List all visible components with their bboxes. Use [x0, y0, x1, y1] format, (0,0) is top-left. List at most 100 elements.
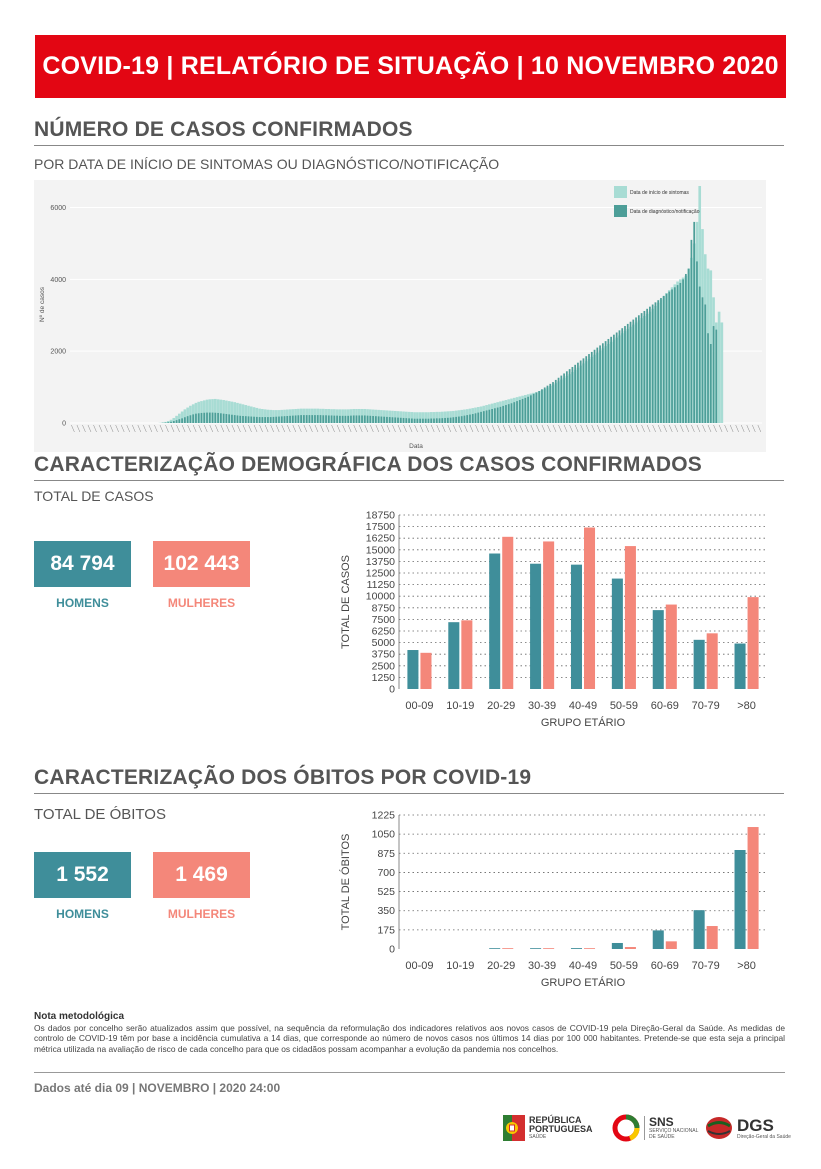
- bar-diagnosis: [471, 414, 474, 423]
- x-tick-mark: [375, 424, 380, 433]
- bar-diagnosis: [416, 418, 419, 423]
- republica-line1: REPÚBLICA: [529, 1115, 582, 1125]
- bar-diagnosis: [640, 313, 643, 423]
- x-tick-label: 10-19: [446, 960, 474, 972]
- y-tick-label: 0: [389, 944, 395, 956]
- report-title: COVID-19 | RELATÓRIO DE SITUAÇÃO | 10 NO…: [42, 52, 779, 80]
- bar-diagnosis: [549, 383, 552, 423]
- bar-diagnosis: [269, 417, 272, 423]
- x-tick-mark: [248, 424, 252, 433]
- bar-diagnosis: [397, 417, 399, 423]
- bar-symptom-onset: [236, 402, 239, 423]
- legend-label: Data de diagnóstico/notificação: [630, 209, 700, 215]
- bar-diagnosis: [388, 417, 391, 423]
- bar-diagnosis: [621, 328, 624, 423]
- x-tick-mark: [563, 424, 568, 433]
- x-tick-mark: [619, 424, 623, 433]
- bar-diagnosis: [352, 415, 355, 423]
- bar-symptom-onset: [404, 411, 408, 423]
- x-tick-label: 30-39: [528, 960, 556, 972]
- bar-diagnosis: [350, 415, 352, 423]
- bar-diagnosis: [214, 412, 217, 423]
- x-tick-mark: [613, 424, 618, 433]
- bar-men: [693, 639, 705, 689]
- bar-diagnosis: [236, 415, 239, 423]
- bar-diagnosis: [513, 402, 516, 423]
- bar-symptom-onset: [238, 403, 242, 423]
- bar-diagnosis: [709, 344, 712, 423]
- bar-diagnosis: [399, 417, 402, 423]
- y-axis-title: TOTAL DE ÓBITOS: [339, 834, 352, 931]
- bar-diagnosis: [671, 289, 673, 423]
- bar-symptom-onset: [180, 411, 184, 423]
- bar-diagnosis: [516, 401, 518, 423]
- y-axis-title: TOTAL DE CASOS: [340, 555, 352, 649]
- x-tick-mark: [558, 424, 562, 433]
- bar-diagnosis: [604, 341, 607, 423]
- bar-men: [530, 948, 542, 949]
- bar-symptom-onset: [197, 401, 201, 423]
- bar-symptom-onset: [438, 411, 441, 423]
- bar-diagnosis: [596, 347, 599, 423]
- bar-diagnosis: [577, 362, 579, 423]
- bar-diagnosis: [327, 415, 330, 423]
- bar-diagnosis: [267, 417, 269, 423]
- bar-symptom-onset: [396, 411, 400, 423]
- x-tick-mark: [381, 424, 385, 433]
- section-title-confirmed-cases: NÚMERO DE CASOS CONFIRMADOS: [34, 118, 784, 146]
- x-tick-mark: [176, 424, 180, 433]
- y-tick-label: 5000: [372, 637, 396, 649]
- x-tick-mark: [259, 424, 263, 433]
- bar-symptom-onset: [200, 401, 203, 423]
- x-tick-mark: [159, 424, 164, 433]
- bar-symptom-onset: [410, 412, 414, 423]
- men-deaths-label: HOMENS: [56, 907, 109, 921]
- x-tick-mark: [314, 424, 319, 433]
- portugal-shield-icon: [503, 1115, 525, 1141]
- bar-diagnosis: [427, 418, 430, 423]
- bar-diagnosis: [203, 412, 206, 423]
- bar-symptom-onset: [258, 408, 261, 423]
- bar-symptom-onset: [407, 411, 411, 423]
- bar-diagnosis: [208, 412, 211, 423]
- bar-diagnosis: [375, 416, 377, 423]
- bar-diagnosis: [502, 405, 505, 423]
- bar-diagnosis: [538, 391, 541, 423]
- bar-symptom-onset: [399, 411, 403, 423]
- bar-diagnosis: [615, 332, 618, 423]
- x-tick-label: 20-29: [487, 700, 515, 712]
- sns-line2: SERVIÇO NACIONAL: [649, 1128, 699, 1134]
- y-tick-label: 525: [377, 886, 395, 898]
- bar-symptom-onset: [393, 410, 397, 423]
- y-tick-label: 1050: [372, 829, 396, 841]
- bar-symptom-onset: [416, 412, 419, 423]
- bar-diagnosis: [402, 417, 405, 423]
- bar-diagnosis: [197, 413, 200, 423]
- cases-by-age-chart: 0125025003750500062507500875010000112501…: [340, 510, 767, 729]
- bar-symptom-onset: [219, 399, 223, 423]
- bar-diagnosis: [687, 268, 690, 423]
- bar-diagnosis: [565, 371, 568, 423]
- bar-symptom-onset: [402, 411, 405, 423]
- y-tick-label: 1225: [372, 810, 396, 822]
- bar-diagnosis: [466, 415, 469, 423]
- bar-diagnosis: [651, 304, 654, 423]
- bar-women: [706, 926, 718, 949]
- y-tick-label: 12500: [366, 568, 395, 580]
- bar-diagnosis: [275, 416, 278, 423]
- x-tick-mark: [480, 424, 485, 433]
- x-tick-mark: [635, 424, 640, 433]
- bar-diagnosis: [189, 415, 192, 423]
- x-tick-label: 00-09: [405, 960, 433, 972]
- x-tick-mark: [514, 424, 518, 433]
- bar-symptom-onset: [166, 421, 170, 423]
- bar-symptom-onset: [385, 410, 389, 423]
- deaths-by-age-chart: 0 175 350 525 700 875 1050 1225 00-09 10-19 20-29 3…: [339, 810, 767, 989]
- bar-diagnosis: [355, 415, 358, 423]
- bar-diagnosis: [690, 239, 693, 423]
- bar-symptom-onset: [249, 406, 253, 423]
- bar-diagnosis: [369, 415, 372, 423]
- men-deaths-box: 1 552: [34, 852, 131, 898]
- bar-diagnosis: [446, 417, 449, 423]
- x-tick-mark: [674, 424, 679, 433]
